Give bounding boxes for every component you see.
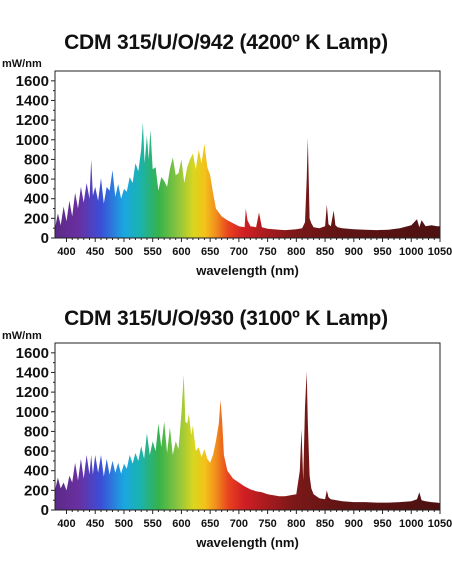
chart-title: CDM 315/U/O/942 (4200º K Lamp)	[64, 31, 388, 54]
x-tick-label: 1000	[399, 246, 423, 258]
y-tick-label: 1600	[16, 345, 49, 362]
y-tick-label: 800	[24, 423, 49, 440]
x-tick-label: 750	[258, 246, 276, 258]
y-tick-label: 0	[41, 502, 49, 519]
x-tick-label: 550	[144, 518, 162, 530]
y-tick-label: 200	[24, 482, 49, 499]
x-tick-label: 550	[144, 246, 162, 258]
x-tick-label: 800	[287, 518, 305, 530]
spectrum-area	[55, 122, 440, 238]
x-tick-label: 950	[373, 246, 391, 258]
x-tick-label: 950	[373, 518, 391, 530]
x-tick-label: 450	[86, 518, 104, 530]
y-tick-label: 600	[24, 443, 49, 460]
spectrum-plot: mW/nm 0 200 400 600 800 1000 1200 1400 1600 400 450…	[2, 330, 452, 550]
y-tick-label: 400	[24, 191, 49, 208]
plot-frame	[54, 342, 441, 511]
x-tick-label: 500	[115, 518, 133, 530]
x-tick-label: 750	[258, 518, 276, 530]
y-tick-label: 1400	[16, 364, 49, 381]
chart-panel-3100k: CDM 315/U/O/930 (3100º K Lamp) mW/nm 0 200…	[0, 292, 452, 584]
x-tick-label: 850	[316, 518, 334, 530]
y-tick-label: 800	[24, 151, 49, 168]
y-tick-label: 1400	[16, 92, 49, 109]
x-tick-label: 400	[57, 518, 75, 530]
x-tick-label: 600	[172, 518, 190, 530]
x-tick-label: 900	[345, 246, 363, 258]
x-tick-label: 1050	[428, 518, 452, 530]
spectrum-plot: mW/nm 0 200 400 600 800 1000 1200 1400 1600 400 450…	[2, 58, 452, 278]
y-tick-label: 1000	[16, 404, 49, 421]
y-tick-label: 600	[24, 171, 49, 188]
spectrum-area	[55, 371, 440, 510]
y-tick-label: 1200	[16, 112, 49, 129]
x-tick-label: 500	[115, 246, 133, 258]
x-tick-label: 1050	[428, 246, 452, 258]
x-tick-label: 450	[86, 246, 104, 258]
x-tick-label: 400	[57, 246, 75, 258]
x-tick-label: 1000	[399, 518, 423, 530]
y-axis-unit: mW/nm	[2, 58, 42, 70]
y-tick-label: 0	[41, 230, 49, 247]
x-tick-label: 650	[201, 518, 219, 530]
y-tick-label: 400	[24, 463, 49, 480]
plot-frame	[54, 70, 441, 239]
x-tick-label: 600	[172, 246, 190, 258]
x-axis-label: wavelength (nm)	[195, 535, 299, 550]
x-tick-label: 700	[230, 518, 248, 530]
x-tick-label: 700	[230, 246, 248, 258]
y-tick-label: 1000	[16, 132, 49, 149]
x-axis-label: wavelength (nm)	[195, 263, 299, 278]
x-tick-label: 850	[316, 246, 334, 258]
y-axis-unit: mW/nm	[2, 330, 42, 342]
y-tick-label: 200	[24, 210, 49, 227]
x-tick-label: 900	[345, 518, 363, 530]
chart-title: CDM 315/U/O/930 (3100º K Lamp)	[64, 307, 388, 330]
y-tick-label: 1200	[16, 384, 49, 401]
chart-panel-4200k: CDM 315/U/O/942 (4200º K Lamp) mW/nm 0 200…	[2, 31, 452, 278]
x-tick-label: 650	[201, 246, 219, 258]
y-tick-label: 1600	[16, 73, 49, 90]
x-tick-label: 800	[287, 246, 305, 258]
